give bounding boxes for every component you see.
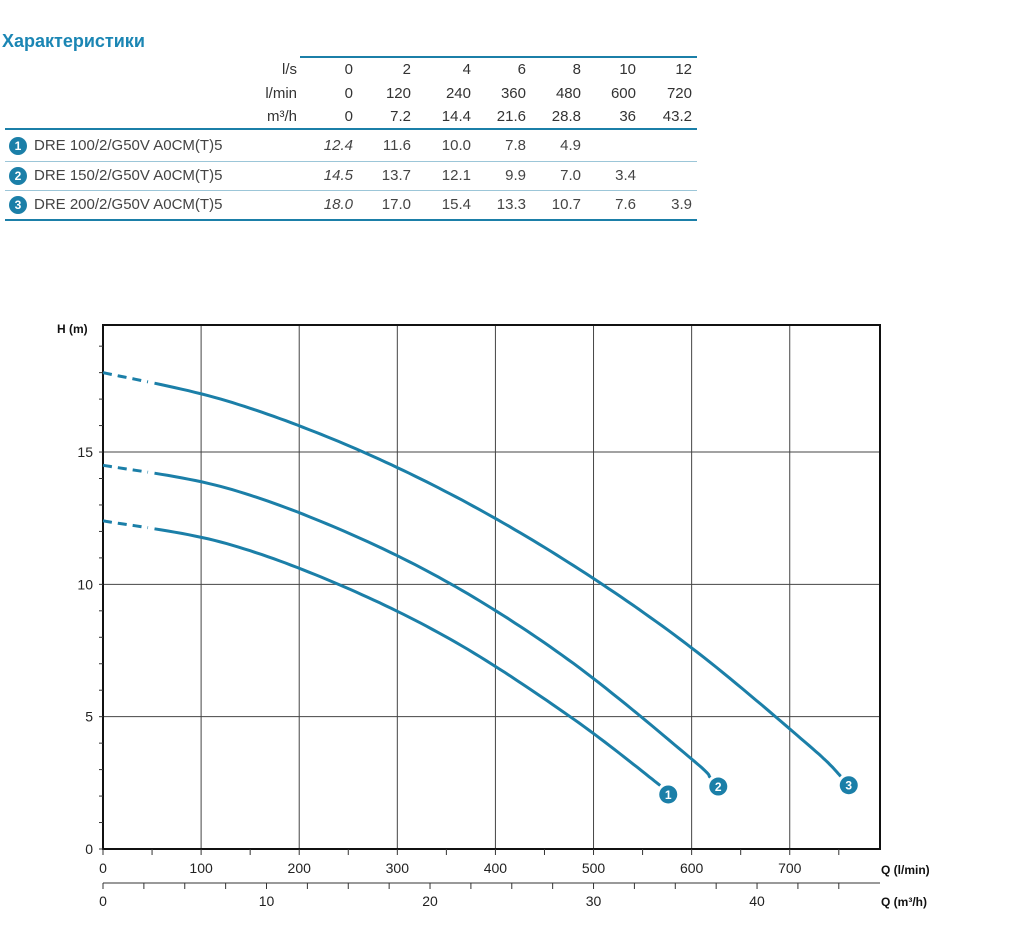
model-name: DRE 100/2/G50V A0CM(T)5 <box>34 137 223 154</box>
curve-2-dashed <box>102 463 149 474</box>
head-value: 10.0 <box>441 137 471 154</box>
y-axis-label: H (m) <box>57 322 88 336</box>
curve-badge-label: 2 <box>715 780 722 794</box>
head-value: 4.9 <box>560 137 581 154</box>
header-cell: 720 <box>666 85 692 102</box>
x-tick-label: 700 <box>778 860 802 876</box>
head-value: 7.8 <box>505 137 526 154</box>
curve-3 <box>154 381 842 778</box>
header-cell: 12 <box>675 61 692 78</box>
x2-tick-label: 10 <box>259 893 275 909</box>
head-value: 7.0 <box>560 167 581 184</box>
curve-badge <box>659 785 678 804</box>
header-cell: 14.4 <box>441 108 471 125</box>
x2-tick-label: 0 <box>99 893 107 909</box>
head-value: 3.4 <box>615 167 636 184</box>
x2-tick-label: 20 <box>422 893 438 909</box>
y-tick-label: 5 <box>85 709 93 725</box>
y-tick-label: 10 <box>77 576 93 592</box>
head-value: 7.6 <box>615 196 636 213</box>
header-cell: 43.2 <box>662 108 692 125</box>
x-axis-label: Q (l/min) <box>881 863 930 877</box>
model-badge: 1 <box>9 137 27 155</box>
head-value: 13.3 <box>496 196 526 213</box>
head-value: 11.6 <box>382 137 411 154</box>
table-rule <box>300 56 697 58</box>
curve-badge-label: 3 <box>845 779 852 793</box>
model-badge: 2 <box>9 167 27 185</box>
table-rule <box>5 161 697 162</box>
curve-1-dashed <box>102 519 149 530</box>
curve-badge <box>839 776 858 795</box>
x-tick-label: 0 <box>99 860 107 876</box>
curve-3-dashed <box>102 371 149 384</box>
header-cell: 7.2 <box>390 108 411 125</box>
head-value: 9.9 <box>505 167 526 184</box>
curve-1 <box>154 527 662 787</box>
curve-badge <box>709 777 728 796</box>
head-value: 13.7 <box>381 167 411 184</box>
header-cell: 600 <box>610 85 636 102</box>
model-name: DRE 200/2/G50V A0CM(T)5 <box>34 196 223 213</box>
plot-frame <box>102 324 881 850</box>
header-cell: 6 <box>517 61 526 78</box>
header-cell: 360 <box>500 85 526 102</box>
header-cell: 4 <box>462 61 471 78</box>
x-tick-label: 600 <box>680 860 704 876</box>
section-title: Характеристики <box>2 31 145 51</box>
head-value: 12.4 <box>323 137 353 154</box>
table-rule <box>5 219 697 221</box>
head-value: 12.1 <box>441 167 471 184</box>
head-value: 17.0 <box>381 196 411 213</box>
header-cell: 36 <box>619 108 636 125</box>
head-value: 14.5 <box>323 167 353 184</box>
x-tick-label: 100 <box>189 860 213 876</box>
model-name: DRE 150/2/G50V A0CM(T)5 <box>34 167 223 184</box>
y-tick-label: 0 <box>85 841 93 857</box>
table-rule <box>5 128 697 130</box>
header-cell: 0 <box>344 108 353 125</box>
header-label: l/min <box>265 85 297 102</box>
header-cell: 0 <box>344 61 353 78</box>
header-cell: 480 <box>555 85 581 102</box>
header-cell: 8 <box>572 61 581 78</box>
header-cell: 21.6 <box>496 108 526 125</box>
head-value: 3.9 <box>671 196 692 213</box>
head-value: 15.4 <box>441 196 471 213</box>
curve-2 <box>154 471 712 779</box>
y-tick-label: 15 <box>77 444 93 460</box>
header-label: m³/h <box>267 108 297 125</box>
x-tick-label: 200 <box>288 860 312 876</box>
header-cell: 2 <box>402 61 411 78</box>
table-rule <box>5 190 697 191</box>
x-tick-label: 500 <box>582 860 606 876</box>
x2-tick-label: 40 <box>749 893 765 909</box>
x-tick-label: 300 <box>386 860 410 876</box>
header-cell: 28.8 <box>551 108 581 125</box>
model-badge: 3 <box>9 196 27 214</box>
x-tick-label: 400 <box>484 860 508 876</box>
x2-axis-label: Q (m³/h) <box>881 895 927 909</box>
header-cell: 240 <box>445 85 471 102</box>
head-value: 18.0 <box>323 196 353 213</box>
curve-badge-label: 1 <box>665 788 672 802</box>
head-value: 10.7 <box>551 196 581 213</box>
header-cell: 10 <box>619 61 636 78</box>
header-cell: 120 <box>385 85 411 102</box>
header-label: l/s <box>282 61 297 78</box>
header-cell: 0 <box>344 85 353 102</box>
x2-tick-label: 30 <box>586 893 602 909</box>
